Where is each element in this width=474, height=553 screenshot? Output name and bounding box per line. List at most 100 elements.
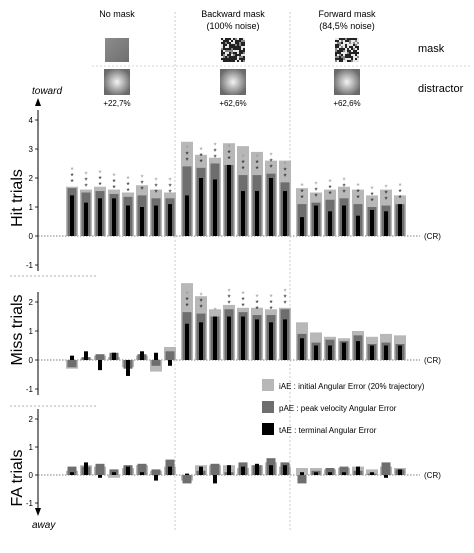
noise-pixel	[341, 60, 343, 62]
noise-pixel	[347, 60, 349, 62]
noise-pixel	[243, 56, 245, 58]
significance-star: *	[199, 292, 202, 301]
bar-pAE	[95, 354, 105, 360]
noise-pixel	[335, 58, 337, 60]
noise-pixel	[227, 44, 229, 46]
bar-tAE	[370, 209, 374, 236]
significance-star: *	[154, 188, 157, 197]
significance-star: *	[342, 188, 345, 197]
significance-star: *	[199, 298, 202, 307]
noise-pixel	[223, 46, 225, 48]
noise-pixel	[243, 38, 245, 40]
noise-pixel	[357, 58, 359, 60]
noise-pixel	[357, 52, 359, 54]
bar-tAE	[384, 475, 388, 478]
noise-pixel	[351, 48, 353, 50]
noise-pixel	[335, 42, 337, 44]
significance-star: *	[227, 155, 230, 164]
significance-star: *	[384, 184, 387, 193]
noise-pixel	[351, 52, 353, 54]
cr-label: (CR)	[424, 232, 441, 241]
noise-pixel	[343, 38, 345, 40]
noise-pixel	[231, 60, 233, 62]
noise-pixel	[345, 44, 347, 46]
noise-pixel	[221, 58, 223, 60]
bar-pAE	[381, 462, 391, 475]
bar-tAE	[328, 345, 332, 360]
noise-pixel	[353, 60, 355, 62]
condition-subtitle-2: (84,5% noise)	[319, 21, 375, 31]
significance-star: *	[241, 296, 244, 305]
bar-tAE	[84, 202, 88, 236]
bar-iAE	[108, 475, 120, 478]
noise-pixel	[237, 52, 239, 54]
noise-pixel	[239, 44, 241, 46]
noise-pixel	[355, 56, 357, 58]
bar-tAE	[185, 323, 189, 360]
significance-star: *	[140, 173, 143, 182]
stimulus-row	[104, 38, 360, 95]
significance-star: *	[185, 296, 188, 305]
noise-pixel	[235, 38, 237, 40]
noise-pixel	[229, 56, 231, 58]
noise-pixel	[345, 38, 347, 40]
bar-tAE	[398, 469, 402, 475]
significance-star: *	[241, 153, 244, 162]
bar-tAE	[300, 217, 304, 236]
panel-fa-trials: FA trials -1 0 1 2 (CR)	[9, 409, 441, 509]
bar-pAE	[95, 463, 105, 475]
noise-pixel	[345, 40, 347, 42]
noise-pixel	[239, 50, 241, 52]
noise-pixel	[227, 56, 229, 58]
noise-pixel	[355, 50, 357, 52]
noise-pixel	[235, 46, 237, 48]
noise-pixel	[241, 56, 243, 58]
noise-pixel	[227, 38, 229, 40]
significance-star: *	[283, 166, 286, 175]
bar-tAE	[398, 345, 402, 360]
noise-pixel	[351, 60, 353, 62]
noise-pixel	[349, 38, 351, 40]
arrow-down-icon	[35, 508, 41, 516]
noise-pixel	[231, 40, 233, 42]
significance-star: *	[70, 178, 73, 187]
noise-pixel	[349, 50, 351, 52]
noise-pixel	[221, 38, 223, 40]
noise-pixel	[225, 58, 227, 60]
noise-pixel	[337, 48, 339, 50]
bar-tAE	[300, 472, 304, 475]
noise-pixel	[233, 38, 235, 40]
noise-pixel	[351, 58, 353, 60]
noise-pixel	[357, 42, 359, 44]
bar-pAE	[67, 360, 77, 368]
noise-pixel	[233, 54, 235, 56]
significance-star: *	[356, 194, 359, 203]
y-tick-label: 1	[29, 327, 34, 336]
noise-pixel	[239, 46, 241, 48]
noise-pixel	[243, 40, 245, 42]
significance-star: *	[398, 194, 401, 203]
noise-pixel	[237, 48, 239, 50]
noise-pixel	[339, 40, 341, 42]
noise-pixel	[223, 44, 225, 46]
noise-pixel	[241, 60, 243, 62]
noise-pixel	[241, 58, 243, 60]
noise-pixel	[355, 54, 357, 56]
noise-pixel	[337, 42, 339, 44]
noise-pixel	[345, 52, 347, 54]
significance-star: *	[300, 194, 303, 203]
significance-star: *	[84, 177, 87, 186]
bar-tAE	[255, 463, 259, 475]
noise-pixel	[223, 42, 225, 44]
noise-pixel	[225, 42, 227, 44]
noise-pixel	[239, 56, 241, 58]
significance-star: *	[398, 188, 401, 197]
noise-pixel	[227, 54, 229, 56]
significance-star: *	[199, 304, 202, 313]
bar-tAE	[241, 316, 245, 360]
bar-tAE	[342, 205, 346, 236]
noise-pixel	[243, 58, 245, 60]
distractor-stimulus-0	[104, 69, 130, 95]
y-tick-label: 0	[29, 356, 34, 365]
bar-tAE	[269, 465, 273, 475]
